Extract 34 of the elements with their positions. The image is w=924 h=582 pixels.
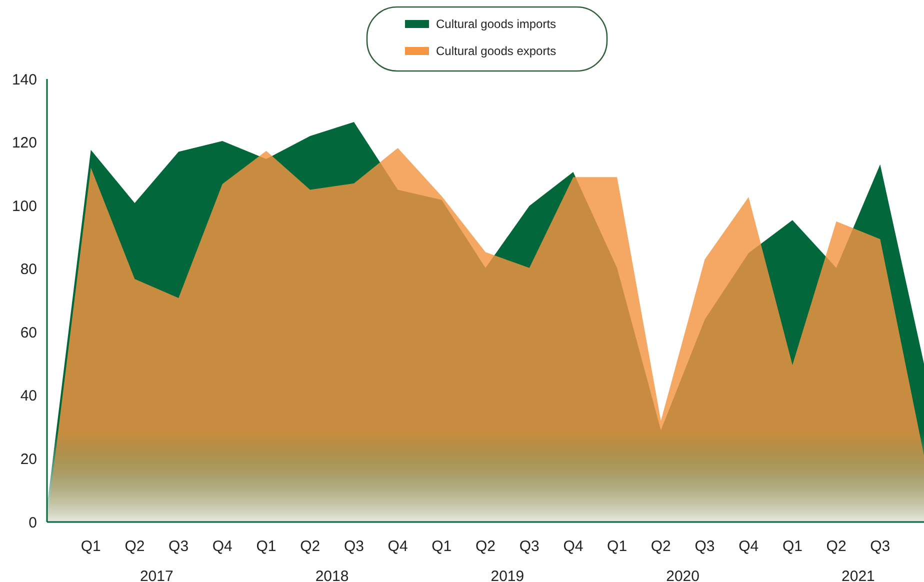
y-tick-label: 20: [20, 450, 37, 468]
y-tick-label: 40: [20, 388, 37, 405]
legend-label: Cultural goods imports: [436, 17, 556, 32]
x-tick-label: Q1: [782, 538, 802, 555]
text: 2017: [140, 568, 174, 582]
text: 2021: [842, 568, 875, 582]
x-tick-label: Q2: [300, 538, 320, 555]
x-tick-label: Q1: [80, 538, 101, 555]
x-tick-label: Q4: [388, 538, 408, 555]
x-tick-label: Q4: [563, 538, 584, 555]
x-tick-label: Q2: [826, 538, 846, 555]
x-tick-label: Q4: [212, 538, 232, 555]
text: 2020: [666, 568, 700, 582]
x-tick-label: Q1: [256, 538, 276, 555]
x-tick-label: Q3: [168, 538, 189, 555]
x-tick-label: Q1: [607, 538, 628, 555]
legend-label: Cultural goods exports: [436, 44, 556, 58]
x-tick-label: Q2: [475, 538, 496, 555]
y-tick-label: 0: [28, 514, 37, 532]
x-tick-label: Q3: [694, 538, 715, 555]
x-tick-label: Q4: [738, 538, 759, 555]
text: 2019: [490, 568, 524, 582]
y-tick-label: 80: [20, 261, 37, 278]
y-tick-label: 120: [12, 134, 37, 152]
y-tick-label: 100: [12, 198, 37, 215]
x-tick-label: Q1: [432, 538, 452, 555]
x-tick-label: Q3: [519, 538, 540, 555]
x-tick-label: Q2: [650, 538, 671, 555]
x-tick-label: Q3: [344, 538, 364, 555]
x-tick-label: Q2: [124, 538, 145, 555]
y-tick-label: 140: [12, 71, 37, 88]
y-tick-label: 60: [20, 324, 37, 342]
x-tick-label: Q3: [870, 538, 890, 555]
text: 2018: [315, 568, 349, 582]
